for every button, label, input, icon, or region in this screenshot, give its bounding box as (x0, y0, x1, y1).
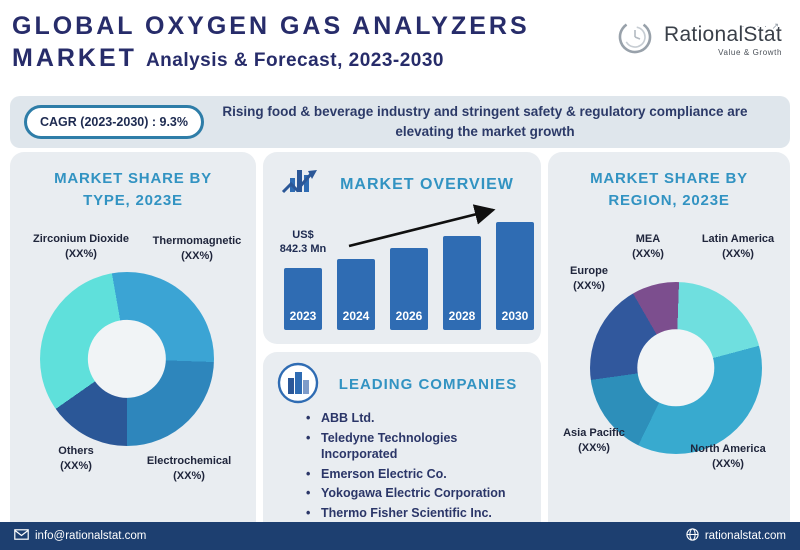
region-donut-chart (590, 282, 762, 454)
label-latin-america: Latin America (XX%) (701, 233, 775, 260)
cagr-badge: CAGR (2023-2030) : 9.3% (24, 105, 204, 139)
footer-bar: info@rationalstat.com rationalstat.com (0, 522, 800, 550)
label-asia-pacific: Asia Pacific (XX%) (563, 427, 625, 454)
header: GLOBAL OXYGEN GAS ANALYZERS MARKET Analy… (0, 0, 800, 92)
company-item: ABB Ltd. (306, 410, 533, 427)
globe-icon (686, 528, 699, 544)
trend-arrow-icon (343, 200, 508, 257)
market-driver-text: Rising food & beverage industry and stri… (222, 103, 748, 139)
overview-2023-value: US$ 842.3 Mn (279, 229, 327, 256)
brand-logo: RationalStat Value & Growth (612, 14, 782, 65)
logo-dots-arrow-icon (741, 16, 780, 34)
label-zirconium-dioxide: Zirconium Dioxide (XX%) (33, 233, 129, 260)
company-item: Emerson Electric Co. (306, 466, 533, 483)
buildings-icon (276, 361, 320, 410)
overview-panel-title: MARKET OVERVIEW (340, 176, 514, 193)
companies-panel-title: LEADING COMPANIES (338, 376, 518, 393)
title-line-2-market: MARKET (12, 44, 137, 72)
region-panel-title: MARKET SHARE BY REGION, 2023E (590, 170, 748, 209)
footer-email: info@rationalstat.com (14, 529, 146, 543)
overview-bar: 2024 (337, 259, 375, 330)
label-electrochemical: Electrochemical (XX%) (146, 455, 232, 482)
leading-companies-panel: LEADING COMPANIES ABB Ltd. Teledyne Tech… (263, 352, 541, 537)
overview-bar: 2023 (284, 268, 322, 330)
cagr-banner: CAGR (2023-2030) : 9.3% Rising food & be… (10, 96, 790, 148)
label-thermomagnetic: Thermomagnetic (XX%) (152, 235, 242, 262)
company-item: Teledyne Technologies Incorporated (306, 430, 533, 463)
label-north-america: North America (XX%) (690, 443, 766, 470)
title-line-1: GLOBAL OXYGEN GAS ANALYZERS (12, 12, 530, 40)
company-item: Thermo Fisher Scientific Inc. (306, 505, 533, 522)
label-others: Others (XX%) (58, 445, 94, 472)
label-mea: MEA (XX%) (632, 233, 664, 260)
title-line-2-subtitle: Analysis & Forecast, 2023-2030 (145, 50, 444, 71)
envelope-icon (14, 529, 29, 543)
type-donut-chart (40, 272, 214, 446)
label-europe: Europe (XX%) (570, 265, 608, 292)
companies-list: ABB Ltd. Teledyne Technologies Incorpora… (306, 410, 533, 524)
company-item: Yokogawa Electric Corporation (306, 485, 533, 502)
overview-bar: 2030 (496, 222, 534, 330)
market-share-by-region-panel: MARKET SHARE BY REGION, 2023E MEA (XX%) … (548, 152, 790, 537)
brand-tagline: Value & Growth (718, 47, 782, 57)
footer-website: rationalstat.com (686, 528, 786, 544)
page-title: GLOBAL OXYGEN GAS ANALYZERS MARKET Analy… (12, 12, 530, 73)
overview-bar: 2028 (443, 236, 481, 330)
overview-bar: 2026 (390, 248, 428, 330)
bar-chart-growth-icon (278, 160, 322, 207)
rationalstat-clock-icon (612, 14, 658, 65)
market-overview-panel: MARKET OVERVIEW US$ 842.3 Mn 2023 2024 2… (263, 152, 541, 344)
market-share-by-type-panel: MARKET SHARE BY TYPE, 2023E Zirconium Di… (10, 152, 256, 537)
type-panel-title: MARKET SHARE BY TYPE, 2023E (54, 170, 212, 209)
